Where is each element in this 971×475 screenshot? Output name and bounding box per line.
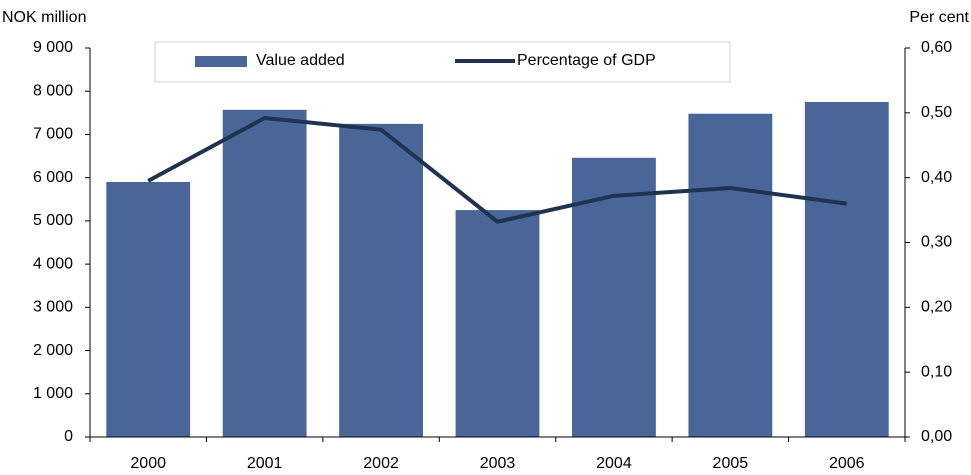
legend-box [154, 41, 731, 83]
y2-tick-label: 0,20 [921, 299, 952, 316]
x-tick-label: 2006 [829, 455, 865, 472]
legend-label: Percentage of GDP [517, 52, 656, 69]
y-axis-label: NOK million [2, 9, 86, 26]
legend-label: Value added [256, 52, 345, 69]
bar [222, 109, 307, 438]
bar [106, 181, 191, 437]
bar [339, 123, 423, 437]
line [147, 116, 848, 224]
y-tick-label: 1 000 [33, 385, 73, 402]
y2-tick-label: 0,30 [921, 234, 952, 251]
y-tick-label: 4 000 [33, 255, 73, 272]
y2-tick-label: 0,50 [921, 104, 952, 121]
x-tick-label: 2004 [596, 455, 632, 472]
x-tick-label: 2002 [363, 455, 399, 472]
bar [688, 113, 773, 437]
bar [455, 210, 540, 437]
x-tick-label: 2003 [480, 455, 516, 472]
y-tick-label: 3 000 [33, 299, 73, 316]
y-tick-label: 9 000 [33, 39, 73, 56]
y2-tick-label: 0,00 [921, 428, 952, 445]
y2-axis-label: Per cent [909, 9, 969, 26]
y-tick-label: 0 [64, 428, 73, 445]
bar [572, 157, 656, 438]
y-tick-label: 8 000 [33, 82, 73, 99]
y2-tick-label: 0,40 [921, 169, 952, 186]
x-tick-label: 2001 [247, 455, 283, 472]
y2-tick-label: 0,60 [921, 39, 952, 56]
x-tick-label: 2000 [130, 455, 166, 472]
bar [804, 102, 889, 438]
y-tick-label: 2 000 [33, 342, 73, 359]
y-tick-label: 5 000 [33, 212, 73, 229]
legend-swatch [195, 56, 247, 67]
y2-tick-label: 0,10 [921, 363, 952, 380]
y-tick-label: 7 000 [33, 126, 73, 143]
x-tick-label: 2005 [713, 455, 749, 472]
y-tick-label: 6 000 [33, 169, 73, 186]
